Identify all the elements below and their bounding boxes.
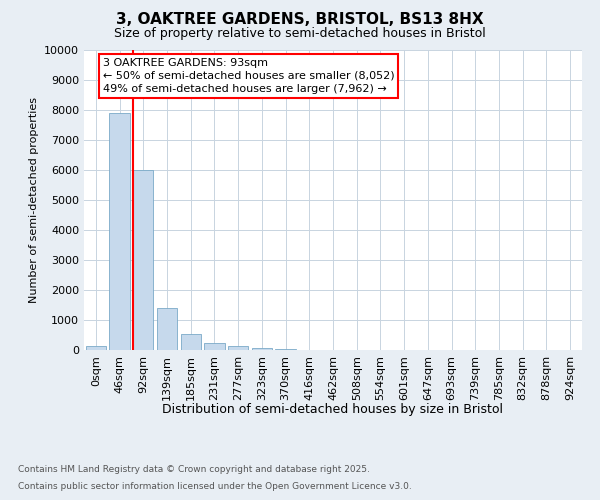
Text: Contains HM Land Registry data © Crown copyright and database right 2025.: Contains HM Land Registry data © Crown c… bbox=[18, 466, 370, 474]
Bar bbox=[205, 344, 224, 350]
Bar bbox=[86, 346, 106, 350]
Bar bbox=[275, 349, 296, 350]
Bar bbox=[109, 113, 130, 350]
Bar bbox=[181, 334, 201, 350]
Bar bbox=[157, 308, 177, 350]
Text: 3 OAKTREE GARDENS: 93sqm
← 50% of semi-detached houses are smaller (8,052)
49% o: 3 OAKTREE GARDENS: 93sqm ← 50% of semi-d… bbox=[103, 58, 395, 94]
Bar bbox=[133, 170, 154, 350]
Bar bbox=[228, 346, 248, 350]
X-axis label: Distribution of semi-detached houses by size in Bristol: Distribution of semi-detached houses by … bbox=[163, 403, 503, 416]
Y-axis label: Number of semi-detached properties: Number of semi-detached properties bbox=[29, 97, 38, 303]
Text: Contains public sector information licensed under the Open Government Licence v3: Contains public sector information licen… bbox=[18, 482, 412, 491]
Text: 3, OAKTREE GARDENS, BRISTOL, BS13 8HX: 3, OAKTREE GARDENS, BRISTOL, BS13 8HX bbox=[116, 12, 484, 28]
Text: Size of property relative to semi-detached houses in Bristol: Size of property relative to semi-detach… bbox=[114, 28, 486, 40]
Bar bbox=[252, 348, 272, 350]
